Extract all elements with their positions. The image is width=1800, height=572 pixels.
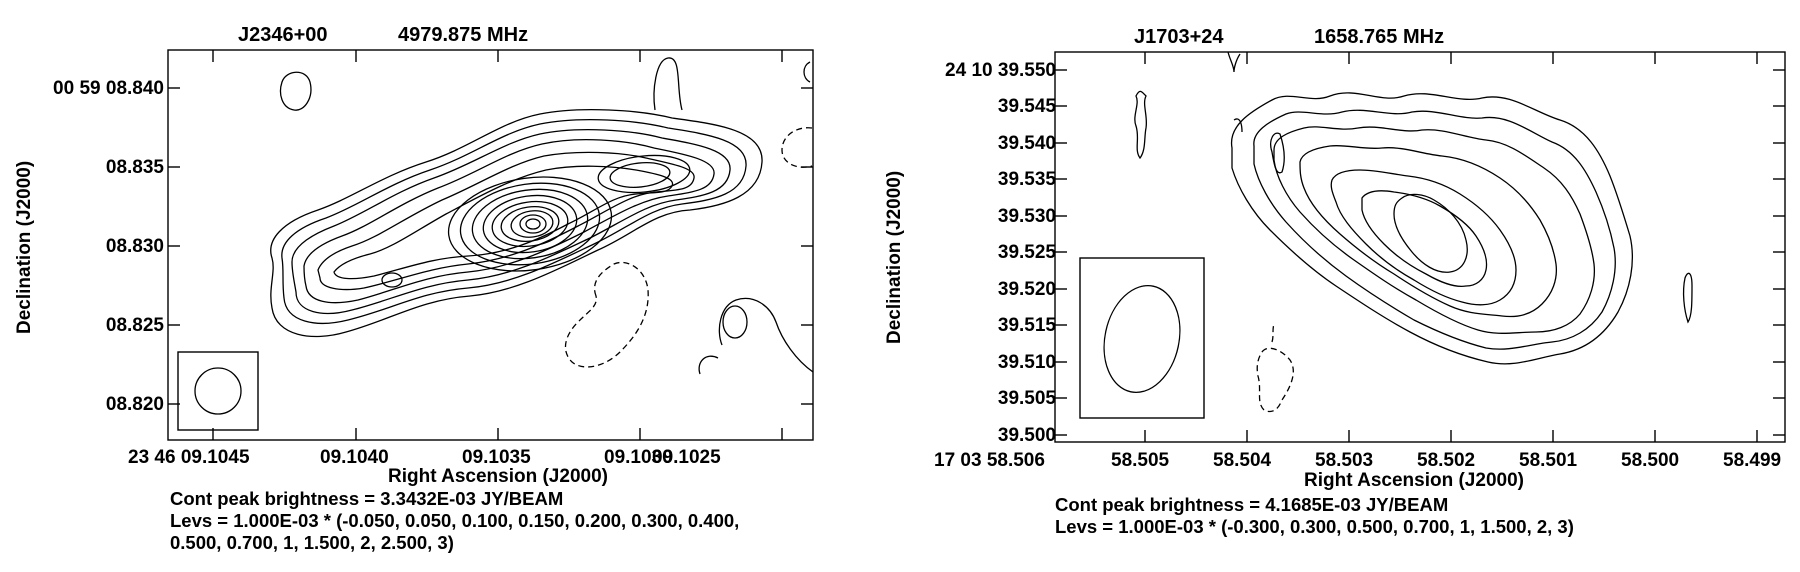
y-tick-label: 08.825	[105, 315, 164, 336]
y-tick-marks	[1055, 69, 1785, 436]
contour-lines	[1134, 51, 1693, 413]
y-tick-label: 08.835	[105, 157, 164, 178]
frequency-label: 1658.765 MHz	[1314, 26, 1445, 48]
x-tick-label: 17 03 58.506	[934, 450, 1045, 471]
beam-ellipse	[194, 367, 242, 415]
peak-brightness: Cont peak brightness = 3.3432E-03 JY/BEA…	[170, 488, 564, 509]
y-tick-label: 39.540	[997, 133, 1056, 154]
x-axis-label: Right Ascension (J2000)	[1304, 470, 1524, 491]
source-name: J1703+24	[1134, 26, 1224, 48]
y-tick-label: 00 59 08.840	[53, 78, 164, 99]
x-tick-marks	[1144, 52, 1758, 442]
y-tick-label: 39.505	[997, 388, 1056, 409]
contour-plot-j2346	[167, 49, 814, 441]
y-tick-label: 39.520	[997, 279, 1056, 300]
contour-panel-j1703: J1703+24 1658.765 MHz	[870, 0, 1800, 572]
y-tick-label: 39.515	[997, 315, 1056, 336]
y-axis-label: Declination (J2000)	[884, 170, 905, 344]
beam-box	[177, 351, 259, 431]
x-tick-marks	[212, 50, 783, 440]
x-tick-label: 58.500	[1621, 450, 1680, 471]
y-tick-label: 08.830	[105, 236, 164, 257]
contour-lines	[270, 57, 814, 375]
contour-plot-j1703	[1054, 51, 1786, 443]
beam-box	[1079, 257, 1205, 419]
plot-frame	[167, 49, 814, 441]
x-tick-label: 09.1030	[604, 447, 673, 468]
plot-frame	[1054, 51, 1786, 443]
x-tick-label: 58.503	[1315, 450, 1374, 471]
x-tick-label: 23 46 09.1045	[128, 447, 250, 468]
x-tick-label: 58.504	[1213, 450, 1272, 471]
y-tick-label: 39.510	[997, 352, 1056, 373]
contour-panel-j2346: J2346+00 4979.875 MHz	[14, 24, 814, 553]
x-tick-label: 09.1040	[320, 447, 389, 468]
x-tick-label: 58.502	[1417, 450, 1476, 471]
x-tick-label: 58.501	[1519, 450, 1578, 471]
y-tick-label: 39.535	[997, 169, 1056, 190]
contour-levels-line2: 0.500, 0.700, 1, 1.500, 2, 2.500, 3)	[170, 532, 454, 553]
contour-levels-line1: Levs = 1.000E-03 * (-0.300, 0.300, 0.500…	[1055, 516, 1574, 537]
y-tick-label: 08.820	[105, 394, 164, 415]
x-tick-label: 09.1025	[652, 447, 721, 468]
y-tick-label: 39.500	[997, 425, 1056, 446]
y-tick-label: 39.545	[997, 96, 1056, 117]
source-name: J2346+00	[238, 24, 328, 46]
y-tick-label: 39.530	[997, 206, 1056, 227]
contour-levels-line1: Levs = 1.000E-03 * (-0.050, 0.050, 0.100…	[170, 510, 740, 531]
x-axis-label: Right Ascension (J2000)	[388, 466, 608, 487]
frequency-label: 4979.875 MHz	[398, 24, 529, 46]
peak-brightness: Cont peak brightness = 4.1685E-03 JY/BEA…	[1055, 494, 1449, 515]
x-tick-label: 58.499	[1723, 450, 1782, 471]
y-tick-label: 24 10 39.550	[945, 60, 1056, 81]
beam-ellipse	[1103, 284, 1181, 394]
y-axis-label: Declination (J2000)	[14, 160, 35, 334]
x-tick-label: 58.505	[1111, 450, 1170, 471]
y-tick-label: 39.525	[997, 242, 1056, 263]
x-tick-label: 09.1035	[462, 447, 531, 468]
